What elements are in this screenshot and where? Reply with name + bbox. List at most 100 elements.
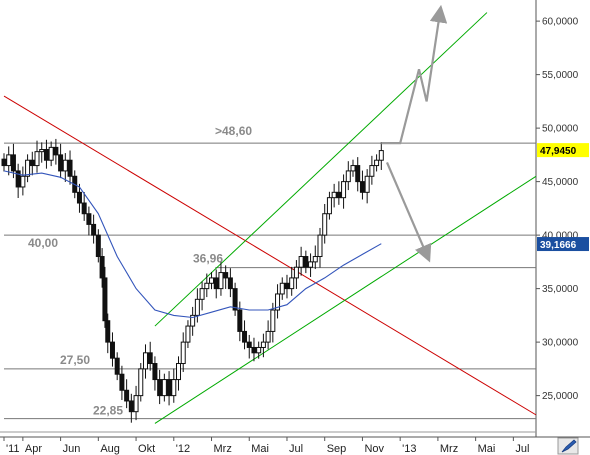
- y-tick-label: 35,0000: [542, 284, 579, 295]
- candle-body: [308, 261, 314, 268]
- candle-body: [81, 202, 87, 215]
- candle-body: [10, 154, 16, 172]
- candle-body: [161, 379, 167, 397]
- y-tick-label: 50,0000: [542, 124, 579, 135]
- x-tick-label: Mai: [478, 443, 496, 455]
- candle-body: [312, 256, 318, 263]
- candle-body: [237, 309, 243, 332]
- candle-body: [138, 368, 144, 397]
- candle-body: [227, 277, 233, 290]
- candle-body: [213, 277, 219, 290]
- channel-lower-line: [154, 175, 537, 424]
- candle-body: [20, 175, 26, 188]
- candle-body: [176, 363, 182, 381]
- y-tick-label: 40,0000: [542, 231, 579, 242]
- candle-body: [185, 325, 191, 343]
- pen-icon-shape: [561, 439, 577, 453]
- candle-body: [246, 341, 252, 348]
- level-labels: >48,60 40,00 36,96 27,50 22,85: [28, 124, 252, 418]
- x-tick-label: Jul: [289, 443, 303, 455]
- candle-body: [34, 151, 40, 167]
- x-tick-label: Nov: [364, 443, 384, 455]
- candle-body: [133, 395, 139, 413]
- candle-body: [317, 234, 323, 258]
- candle-body: [303, 256, 309, 268]
- candle-body: [256, 346, 262, 354]
- candle-body: [350, 165, 356, 172]
- candle-body: [341, 181, 347, 199]
- candles: [1, 138, 384, 423]
- candle-body: [293, 266, 299, 279]
- x-tick-label: Okt: [138, 443, 155, 455]
- level-label: 22,85: [93, 404, 123, 418]
- candle-body: [199, 288, 205, 300]
- candle-body: [102, 277, 108, 322]
- candle-body: [29, 159, 35, 167]
- price-badges: 47,9450 39,1666: [537, 143, 589, 252]
- candle-body: [76, 191, 82, 204]
- level-label: 27,50: [60, 353, 90, 367]
- scenario-arrow-down: [385, 161, 432, 263]
- level-label: 40,00: [28, 236, 58, 250]
- candle-body: [331, 191, 337, 199]
- candle-body: [105, 320, 111, 343]
- moving-average-line: [3, 170, 382, 319]
- candle-body: [114, 357, 120, 375]
- x-axis: '11 Apr Jun Aug Okt '12 Mrz Mai Jul Sep Nov '13 Mrz M…: [3, 437, 529, 455]
- candle-body: [157, 379, 163, 397]
- candle-body: [218, 272, 224, 290]
- candle-body: [180, 341, 186, 365]
- x-tick-label: Jun: [63, 443, 81, 455]
- candle-body: [364, 175, 370, 193]
- candle-body: [275, 293, 281, 311]
- candle-body: [223, 272, 229, 279]
- candle-body: [142, 352, 148, 370]
- candle-body: [232, 288, 238, 311]
- candle-body: [355, 165, 361, 183]
- moving-average: [3, 170, 382, 319]
- candle-body: [260, 341, 266, 348]
- candle-body: [345, 170, 351, 183]
- pen-icon[interactable]: [557, 437, 579, 455]
- x-tick-label: Sep: [327, 443, 347, 455]
- x-tick-label: '12: [176, 443, 190, 455]
- moving-average-badge-text: 39,1666: [540, 240, 577, 251]
- level-label: 36,96: [193, 252, 223, 266]
- candle-body: [284, 282, 290, 290]
- y-tick-label: 45,0000: [542, 177, 579, 188]
- candle-body: [289, 277, 295, 290]
- candle-body: [67, 159, 73, 177]
- candle-body: [204, 282, 210, 290]
- candle-body: [86, 213, 92, 225]
- candle-body: [152, 363, 158, 381]
- y-tick-label: 30,0000: [542, 338, 579, 349]
- y-axis: 25,0000 30,0000 35,0000 40,0000 45,0000 50,00…: [536, 17, 579, 402]
- candle-body: [374, 159, 380, 167]
- y-tick-label: 55,0000: [542, 70, 579, 81]
- candle-body: [15, 170, 21, 188]
- candle-body: [298, 256, 304, 268]
- candle-body: [194, 298, 200, 316]
- scenario-arrows: [381, 4, 448, 263]
- candle-body: [39, 149, 45, 153]
- candle-body: [336, 191, 342, 199]
- candle-body: [124, 389, 130, 402]
- x-tick-label: Jul: [515, 443, 529, 455]
- candle-body: [25, 159, 31, 177]
- moving-average-badge-bg: [537, 237, 589, 252]
- last-price-badge-text: 47,9450: [540, 146, 577, 157]
- candle-body: [279, 282, 285, 295]
- candle-body: [242, 330, 248, 343]
- y-tick-label: 60,0000: [542, 17, 579, 28]
- x-tick-label: Aug: [100, 443, 120, 455]
- candle-body: [109, 341, 115, 359]
- y-tick-label: 25,0000: [542, 391, 579, 402]
- candle-body: [6, 154, 12, 167]
- last-price-badge-bg: [537, 143, 589, 158]
- candle-body: [99, 256, 105, 279]
- candle-body: [209, 277, 215, 284]
- x-tick-label: Mrz: [440, 443, 458, 455]
- candle-body: [128, 400, 134, 413]
